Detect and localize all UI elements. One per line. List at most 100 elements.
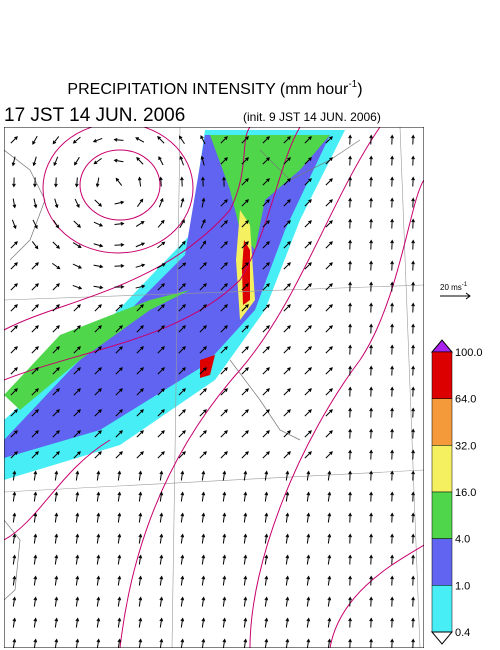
wind-arrow <box>180 617 185 628</box>
wind-arrow <box>178 325 186 333</box>
wind-arrow <box>114 221 125 226</box>
wind-arrow <box>390 596 394 607</box>
wind-arrow <box>115 304 123 312</box>
wind-arrow <box>135 221 145 227</box>
wind-arrow <box>199 283 207 291</box>
wind-arrow <box>241 451 249 459</box>
wind-arrow <box>264 533 269 544</box>
wind-arrow <box>114 264 125 268</box>
wind-arrow <box>31 388 39 396</box>
wind-arrow <box>73 220 81 228</box>
wind-arrow <box>325 430 333 438</box>
wind-arrow <box>179 219 185 229</box>
title: PRECIPITATION INTENSITY (mm hour-1) <box>67 79 362 98</box>
wind-arrow <box>199 430 207 438</box>
wind-arrow <box>52 262 61 270</box>
wind-arrow <box>10 451 18 459</box>
wind-arrow <box>306 575 311 586</box>
wind-arrow <box>33 177 37 188</box>
wind-arrow <box>243 533 248 544</box>
wind-arrow <box>325 241 333 249</box>
wind-arrow <box>157 430 165 438</box>
wind-arrow <box>369 386 373 397</box>
wind-arrow <box>10 136 18 144</box>
wind-arrow <box>241 325 249 333</box>
wind-arrow <box>93 157 102 165</box>
wind-arrow <box>241 199 249 207</box>
wind-arrow <box>52 346 60 354</box>
wind-arrow <box>222 554 227 565</box>
wind-arrow <box>222 512 227 523</box>
wind-arrow <box>283 346 291 354</box>
wind-arrow <box>73 325 81 333</box>
wind-arrow <box>75 617 80 628</box>
wind-arrow <box>262 199 270 207</box>
wind-arrow <box>157 388 165 396</box>
wind-arrow <box>220 262 228 270</box>
wind-arrow <box>411 617 415 628</box>
wind-arrow <box>220 325 228 333</box>
wind-arrow <box>136 409 144 417</box>
wind-arrow <box>283 220 291 228</box>
wind-arrow <box>241 178 249 186</box>
wind-arrow <box>54 512 59 523</box>
colorbar-over <box>430 339 454 353</box>
wind-arrow <box>262 409 270 417</box>
wind-arrow <box>75 554 80 565</box>
wind-arrow <box>369 533 373 544</box>
colorbar-segment <box>431 491 453 539</box>
wind-arrow <box>138 533 143 544</box>
wind-arrow <box>262 304 270 312</box>
wind-arrow <box>283 409 291 417</box>
wind-arrow <box>96 638 101 648</box>
wind-arrow <box>348 449 352 460</box>
wind-arrow <box>115 346 123 354</box>
wind-arrow <box>348 596 352 607</box>
wind-arrow <box>327 512 332 523</box>
wind-arrow <box>94 388 102 396</box>
wind-arrow <box>390 218 394 229</box>
colorbar-segment <box>431 351 453 399</box>
wind-arrow <box>411 260 415 271</box>
wind-arrow <box>52 388 60 396</box>
wind-arrow <box>285 638 290 648</box>
wind-arrow <box>241 262 249 270</box>
colorbar-label: 16.0 <box>455 487 476 499</box>
wind-arrow <box>52 283 60 291</box>
coastlines <box>4 139 361 601</box>
wind-arrow <box>243 512 248 523</box>
wind-arrow <box>220 409 228 417</box>
wind-arrow <box>138 638 143 648</box>
wind-arrow <box>178 451 186 459</box>
wind-arrow <box>138 491 143 502</box>
wind-arrow <box>411 344 415 355</box>
wind-arrow <box>327 491 332 502</box>
wind-arrow <box>159 617 164 628</box>
colorbar-segment <box>431 538 453 586</box>
wind-arrow <box>73 346 81 354</box>
wind-arrow <box>348 617 352 628</box>
wind-arrow <box>369 407 373 418</box>
wind-arrow <box>54 533 59 544</box>
wind-arrow <box>222 617 227 628</box>
vector-key-label: 20 ms-1 <box>440 282 468 292</box>
wind-arrow <box>243 596 248 607</box>
colorbar-segment <box>431 585 453 633</box>
wind-arrow <box>115 388 123 396</box>
wind-arrow <box>94 304 102 312</box>
wind-arrow <box>31 346 39 354</box>
wind-arrow <box>262 388 270 396</box>
wind-arrow <box>96 575 101 586</box>
wind-arrow <box>93 264 104 269</box>
colorbar-label: 32.0 <box>455 440 476 452</box>
wind-arrow <box>369 638 373 648</box>
wind-arrow <box>201 596 206 607</box>
wind-arrow <box>180 176 184 187</box>
wind-arrow <box>157 219 165 228</box>
wind-arrow <box>325 178 333 186</box>
wind-arrow <box>390 155 394 166</box>
wind-arrow <box>325 388 333 396</box>
wind-arrow <box>201 491 206 502</box>
wind-arrow <box>411 365 415 376</box>
